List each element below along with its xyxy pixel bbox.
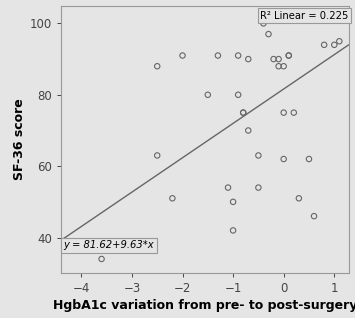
Point [170,196,175,201]
Point [311,214,317,219]
Point [256,153,261,158]
Point [271,57,277,62]
Point [306,156,312,162]
Point [291,110,297,115]
Point [230,228,236,233]
Point [240,110,246,115]
Point [276,57,282,62]
Point [332,42,337,47]
Point [256,185,261,190]
Point [286,53,291,58]
Point [286,53,291,58]
Point [215,53,221,58]
Point [225,185,231,190]
Text: y = 81.62+9.63*x: y = 81.62+9.63*x [64,240,154,250]
Point [321,42,327,47]
Point [205,92,211,97]
Point [99,256,104,261]
Point [240,110,246,115]
Point [261,21,266,26]
Text: R² Linear = 0.225: R² Linear = 0.225 [260,11,349,21]
Point [337,39,342,44]
Point [281,110,286,115]
Y-axis label: SF-36 score: SF-36 score [13,99,26,180]
X-axis label: HgbA1c variation from pre- to post-surgery: HgbA1c variation from pre- to post-surge… [53,300,355,313]
Point [154,64,160,69]
Point [276,64,282,69]
Point [235,53,241,58]
Point [245,128,251,133]
Point [154,153,160,158]
Point [235,92,241,97]
Point [245,57,251,62]
Point [230,199,236,204]
Point [281,64,286,69]
Point [180,53,185,58]
Point [266,31,271,37]
Point [281,156,286,162]
Point [296,196,302,201]
